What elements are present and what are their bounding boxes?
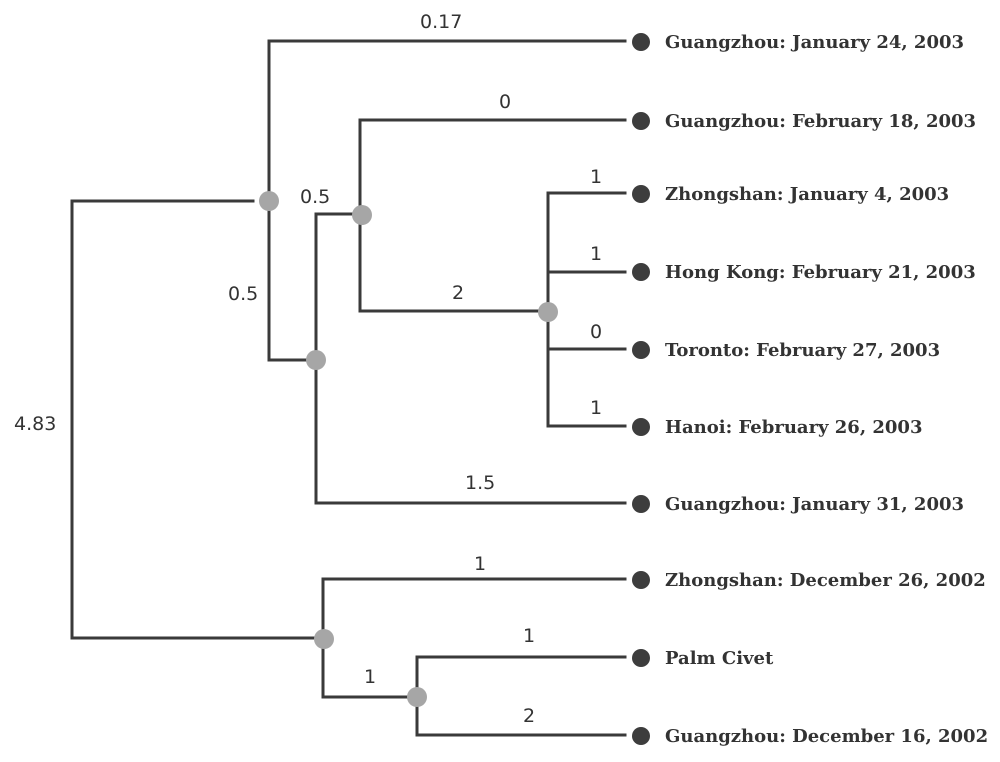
branch-inner-L7 xyxy=(314,358,627,505)
branch-lower-sub xyxy=(321,636,414,699)
branch-sub-L9 xyxy=(415,655,627,699)
branch-length-labels: 4.83 0.17 0.5 0.5 0 2 1 1 0 1 1.5 1 1 1 … xyxy=(14,11,602,727)
leaf-dot xyxy=(632,571,650,589)
leaf-label: Zhongshan: January 4, 2003 xyxy=(665,184,949,205)
branch-length-label: 1 xyxy=(364,666,376,688)
branch-length-label: 1 xyxy=(474,553,486,575)
branch-length-label: 4.83 xyxy=(14,413,56,435)
leaf-label: Guangzhou: January 31, 2003 xyxy=(665,494,964,515)
leaf-dot xyxy=(632,263,650,281)
node-upper xyxy=(259,191,279,211)
branch-length-label: 2 xyxy=(452,282,464,304)
leaf-label: Hanoi: February 26, 2003 xyxy=(665,417,922,438)
branch-length-label: 0.5 xyxy=(228,283,258,305)
node-inner xyxy=(306,350,326,370)
node-lower xyxy=(314,629,334,649)
branch-lower-L8 xyxy=(321,577,627,640)
branch-clade-poly xyxy=(358,212,547,313)
branch-length-label: 1 xyxy=(523,625,535,647)
node-polytomy xyxy=(538,302,558,322)
branch-clade-L2 xyxy=(358,118,627,216)
internal-nodes xyxy=(259,191,558,707)
branch-length-label: 1 xyxy=(590,243,602,265)
leaf-label: Guangzhou: January 24, 2003 xyxy=(665,32,964,53)
branch-length-label: 0.17 xyxy=(420,11,462,33)
branch-root-upper xyxy=(70,199,322,640)
leaf-label: Guangzhou: February 18, 2003 xyxy=(665,111,976,132)
branch-length-label: 1 xyxy=(590,166,602,188)
leaf-dot xyxy=(632,185,650,203)
leaf-dot xyxy=(632,418,650,436)
leaf-dot xyxy=(632,112,650,130)
leaf-labels: Guangzhou: January 24, 2003 Guangzhou: F… xyxy=(665,32,988,747)
leaf-dot xyxy=(632,495,650,513)
leaf-label: Toronto: February 27, 2003 xyxy=(665,340,940,361)
branch-length-label: 2 xyxy=(523,705,535,727)
leaf-dot xyxy=(632,727,650,745)
branch-upper-inner xyxy=(267,199,314,362)
branch-sub-L10 xyxy=(415,695,627,737)
branch-length-label: 0 xyxy=(590,321,602,343)
leaf-label: Guangzhou: December 16, 2002 xyxy=(665,726,988,747)
branch-length-label: 0.5 xyxy=(300,186,330,208)
node-clade xyxy=(352,205,372,225)
leaf-dots xyxy=(632,33,650,745)
branch-length-label: 1.5 xyxy=(465,472,495,494)
branch-upper-L1 xyxy=(267,39,627,203)
branch-length-label: 0 xyxy=(499,91,511,113)
branch-inner-clade xyxy=(314,212,357,362)
node-sub xyxy=(407,687,427,707)
leaf-dot xyxy=(632,33,650,51)
leaf-label: Hong Kong: February 21, 2003 xyxy=(665,262,976,283)
leaf-dot xyxy=(632,649,650,667)
leaf-label: Zhongshan: December 26, 2002 xyxy=(665,570,986,591)
branch-length-label: 1 xyxy=(590,397,602,419)
branches xyxy=(70,39,627,737)
leaf-label: Palm Civet xyxy=(665,648,774,669)
leaf-dot xyxy=(632,341,650,359)
